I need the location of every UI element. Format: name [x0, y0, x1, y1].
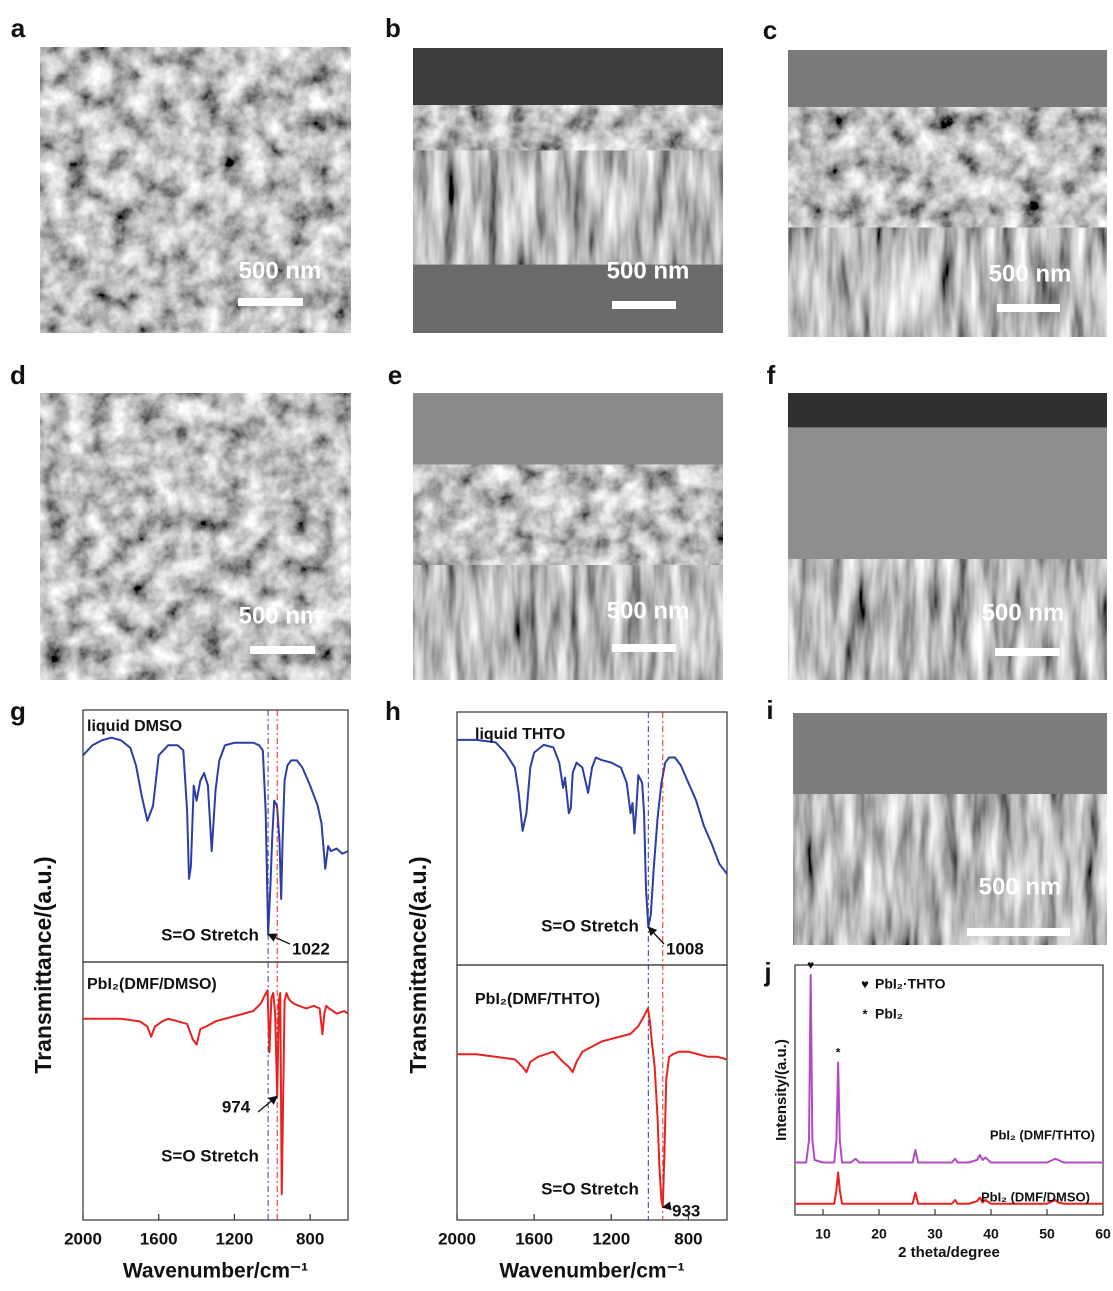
legend-text: PbI₂·THTO [875, 976, 946, 992]
panel-label: g [10, 696, 26, 726]
x-axis-label: 2 theta/degree [898, 1244, 1000, 1261]
plot-frame [795, 965, 1103, 1215]
annotation: S=O Stretch [161, 1146, 259, 1165]
plot-frame [83, 962, 348, 1220]
panel-label: b [385, 13, 401, 43]
series-label: PbI₂ (DMF/DMSO) [981, 1189, 1090, 1204]
panel-label: c [763, 15, 777, 45]
x-tick-label: 2000 [438, 1229, 476, 1248]
scale-bar-label: 500 nm [239, 602, 322, 629]
scale-bar [612, 301, 676, 309]
legend-symbol: * [862, 1006, 868, 1021]
spectrum-line [457, 740, 727, 927]
peak-label: 1022 [292, 939, 330, 958]
series-label: liquid THTO [475, 726, 565, 743]
y-axis-label: Transmittance/(a.u.) [405, 856, 431, 1073]
x-tick-label: 2000 [64, 1229, 102, 1248]
peak-label: 974 [222, 1097, 251, 1116]
x-tick-label: 1200 [592, 1229, 630, 1248]
micrograph-region [413, 151, 723, 265]
micrograph-region [413, 393, 723, 465]
annotation: S=O Stretch [541, 916, 639, 935]
micrograph-region [788, 393, 1107, 427]
x-axis-label: Wavenumber/cm⁻¹ [123, 1260, 308, 1283]
scale-bar [612, 644, 676, 652]
scale-bar [967, 928, 1070, 936]
scale-bar [997, 304, 1060, 312]
x-tick-label: 1600 [140, 1229, 178, 1248]
series-label: PbI₂(DMF/DMSO) [87, 976, 217, 993]
scale-bar-label: 500 nm [239, 257, 322, 284]
peak-marker: ♥ [807, 958, 814, 972]
annotation: S=O Stretch [541, 1179, 639, 1198]
series-label: PbI₂(DMF/THTO) [475, 991, 600, 1008]
x-tick-label: 1200 [216, 1229, 254, 1248]
x-tick-label: 1600 [515, 1229, 553, 1248]
micrograph-region [788, 427, 1107, 559]
peak-marker: * [836, 1046, 841, 1060]
scale-bar-label: 500 nm [982, 599, 1065, 626]
x-tick-label: 60 [1095, 1226, 1111, 1242]
x-tick-label: 40 [983, 1226, 999, 1242]
scale-bar-label: 500 nm [989, 260, 1072, 287]
micrograph-region [788, 107, 1107, 228]
micrograph-region [793, 794, 1107, 945]
scale-bar-label: 500 nm [979, 873, 1062, 900]
x-tick-label: 800 [674, 1229, 702, 1248]
figure: a 500 nm b 500 nm c 500 nm d 500 nm e 500 nm f 500 … [0, 0, 1113, 1291]
y-axis-label: Transmittance/(a.u.) [30, 856, 56, 1073]
x-tick-label: 50 [1039, 1226, 1055, 1242]
x-axis-label: Wavenumber/cm⁻¹ [499, 1260, 684, 1283]
panel-label: f [767, 360, 776, 390]
y-axis-label: Intensity/(a.u.) [773, 1039, 790, 1141]
peak-arrow [663, 1206, 670, 1207]
x-tick-label: 20 [871, 1226, 887, 1242]
micrograph-region [40, 393, 351, 680]
panel-label: h [385, 696, 401, 726]
peak-arrow [258, 1096, 277, 1112]
series-label: liquid DMSO [87, 718, 182, 735]
legend-text: PbI₂ [875, 1006, 903, 1022]
panel-label: e [388, 360, 402, 390]
scale-bar [250, 646, 315, 654]
micrograph-region [413, 48, 723, 105]
panel-label: a [11, 13, 26, 43]
peak-label: 933 [672, 1201, 700, 1220]
x-tick-label: 30 [927, 1226, 943, 1242]
panel-label: i [766, 695, 773, 725]
peak-arrow [268, 934, 290, 944]
peak-arrow [648, 927, 664, 944]
annotation: S=O Stretch [161, 925, 259, 944]
micrograph-region [793, 713, 1107, 794]
x-tick-label: 10 [815, 1226, 831, 1242]
series-label: PbI₂ (DMF/THTO) [990, 1127, 1095, 1142]
spectrum-line [457, 1008, 727, 1207]
micrograph-region [413, 105, 723, 151]
plot-frame [83, 710, 348, 962]
spectrum-line [83, 738, 348, 935]
scale-bar-label: 500 nm [607, 257, 690, 284]
peak-label: 1008 [666, 939, 704, 958]
scale-bar-label: 500 nm [607, 597, 690, 624]
x-tick-label: 800 [296, 1229, 324, 1248]
micrograph-region [40, 47, 351, 333]
panel-label: d [10, 360, 26, 390]
micrograph-region [413, 465, 723, 565]
panel-label: j [763, 957, 771, 987]
micrograph-region [788, 50, 1107, 107]
scale-bar [238, 298, 303, 306]
scale-bar [995, 648, 1060, 656]
legend-symbol: ♥ [861, 976, 869, 991]
